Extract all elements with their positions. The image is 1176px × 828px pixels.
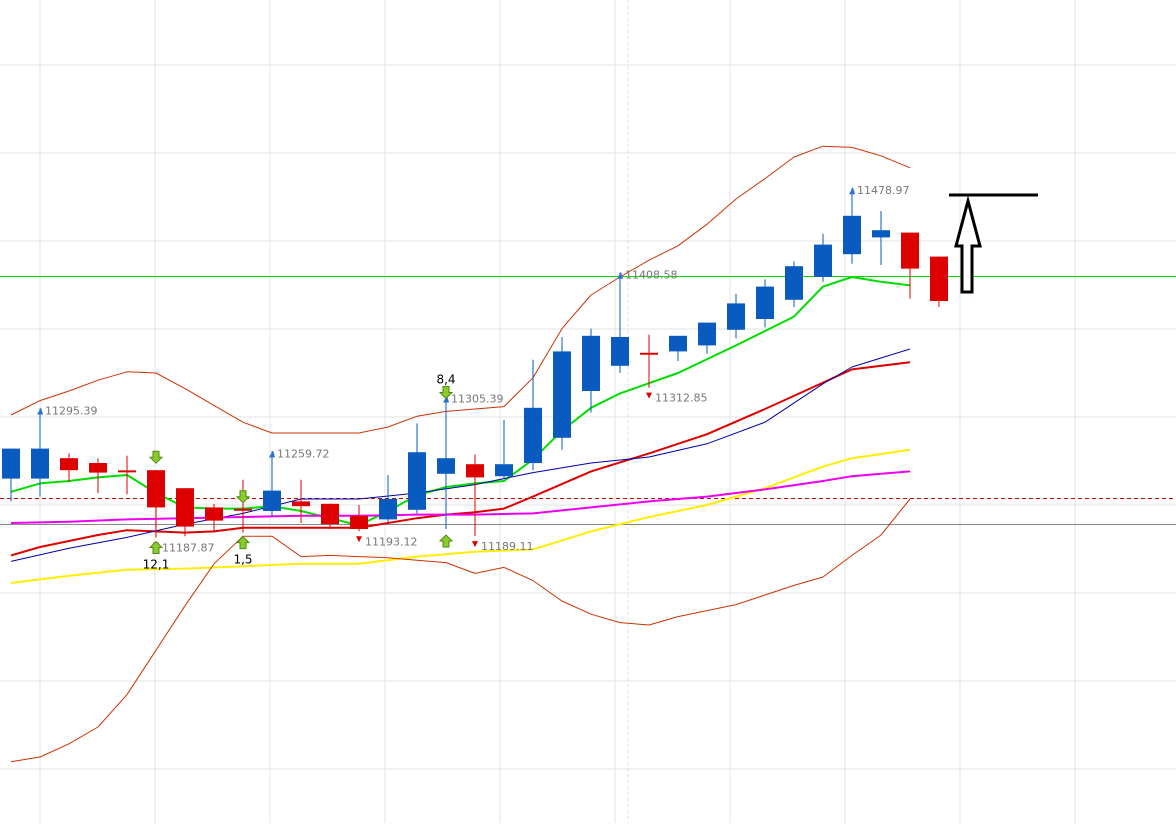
- candle-body: [669, 335, 687, 352]
- candle-body: [698, 322, 716, 346]
- candle-body: [263, 490, 281, 511]
- signals: 12,1 1,5 8,4: [143, 373, 456, 572]
- candle-body: [176, 488, 194, 527]
- candle-body: [582, 335, 600, 391]
- candle-body: [379, 499, 397, 520]
- up-arrow-marker: [954, 195, 982, 294]
- high-price-label: 11478.97: [857, 184, 910, 197]
- high-marker-icon: [37, 407, 43, 415]
- sell-arrow-icon: [235, 490, 251, 504]
- candles: [2, 188, 948, 538]
- candle-body: [524, 407, 542, 463]
- high-price-label: 11295.39: [45, 405, 98, 418]
- candle-body: [495, 464, 513, 477]
- high-price-label: 11259.72: [277, 447, 330, 460]
- indicator-line: [10, 448, 911, 584]
- candle-body: [466, 464, 484, 478]
- candle-body: [727, 303, 745, 330]
- low-marker-icon: [646, 392, 652, 399]
- indicator-line: [10, 361, 911, 557]
- high-marker-icon: [269, 450, 275, 458]
- candle-body: [321, 503, 339, 525]
- buy-arrow-icon: [235, 535, 251, 550]
- candle-body: [408, 452, 426, 510]
- indicator-line: [10, 145, 911, 434]
- candle-body: [292, 501, 310, 507]
- candle-body: [147, 470, 165, 508]
- signal-label: 1,5: [233, 553, 252, 567]
- high-price-label: 11305.39: [451, 393, 504, 406]
- high-price-label: 11408.58: [625, 269, 678, 282]
- candle-body: [843, 215, 861, 255]
- low-price-label: 11193.12: [365, 535, 418, 548]
- candle-body: [930, 256, 948, 301]
- candle-body: [437, 458, 455, 474]
- indicator-line: [10, 498, 911, 763]
- indicator-line: [10, 348, 911, 562]
- low-price-label: 11312.85: [655, 392, 708, 405]
- sell-arrow-icon: [148, 450, 164, 464]
- low-price-label: 11187.87: [162, 542, 215, 555]
- signal-label: 12,1: [143, 558, 170, 572]
- candle-body: [2, 448, 20, 479]
- candle-body: [31, 448, 49, 479]
- candle-body: [205, 507, 223, 521]
- candle-body: [350, 515, 368, 529]
- candle-body: [872, 230, 890, 238]
- low-marker-icon: [472, 541, 478, 548]
- drawn-markers: [949, 193, 1038, 294]
- high-marker-icon: [849, 187, 855, 195]
- low-price-label: 11189.11: [481, 540, 534, 553]
- indicator-lines: [10, 145, 911, 763]
- candle-body: [785, 266, 803, 300]
- horizontal-levels: [0, 276, 1176, 525]
- sell-arrow-icon: [438, 386, 454, 400]
- buy-arrow-icon: [438, 534, 454, 548]
- high-marker-icon: [617, 271, 623, 279]
- candle-body: [60, 458, 78, 471]
- candle-body: [89, 463, 107, 473]
- price-labels: 11295.39 11187.87 11259.72 11193.12 11305.39…: [37, 184, 910, 555]
- candle-body: [814, 244, 832, 277]
- signal-label: 8,4: [436, 373, 455, 387]
- candle-body: [756, 286, 774, 319]
- candle-body: [611, 337, 629, 366]
- low-marker-icon: [356, 536, 362, 543]
- candle-body: [553, 351, 571, 438]
- buy-arrow-icon: [148, 540, 164, 555]
- indicator-line: [10, 470, 911, 524]
- candle-body: [901, 232, 919, 269]
